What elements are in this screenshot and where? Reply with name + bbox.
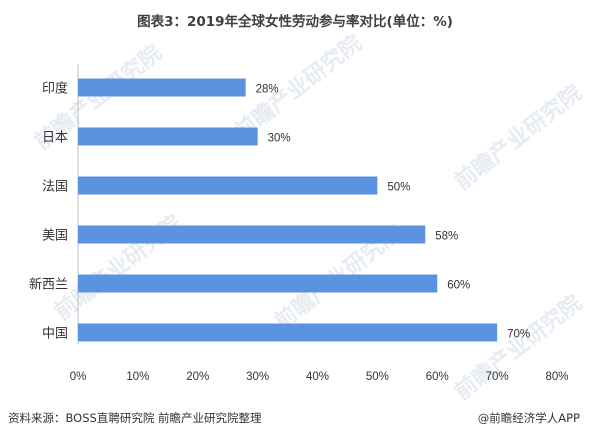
x-tick-label: 60% xyxy=(426,371,449,383)
category-label: 法国 xyxy=(42,180,68,195)
x-tick-label: 30% xyxy=(246,371,269,383)
bar xyxy=(78,176,378,195)
x-tick-label: 50% xyxy=(366,371,389,383)
data-label: 50% xyxy=(387,182,410,194)
category-label: 中国 xyxy=(42,327,68,342)
bar xyxy=(78,127,258,146)
x-tick-label: 0% xyxy=(70,371,87,383)
x-tick-label: 80% xyxy=(545,371,568,383)
x-tick-label: 20% xyxy=(186,371,209,383)
bar xyxy=(78,323,498,342)
data-label: 30% xyxy=(268,133,291,145)
data-label: 70% xyxy=(507,329,530,341)
data-label: 60% xyxy=(447,280,470,292)
brand-label: @前瞻经济学人APP xyxy=(477,411,580,425)
x-tick-label: 40% xyxy=(306,371,329,383)
chart-title: 图表3：2019年全球女性劳动参与率对比(单位：%) xyxy=(137,14,453,30)
data-label: 28% xyxy=(256,84,279,96)
bar xyxy=(78,225,426,244)
bar-chart: 印度 28% 日本 30% 法国 50% 美国 58% 新西兰 60% 中国 70% 0% 10% 20% 3… xyxy=(29,64,569,383)
bar xyxy=(78,78,246,97)
category-label: 美国 xyxy=(42,229,68,244)
category-label: 新西兰 xyxy=(29,277,68,293)
data-label: 58% xyxy=(435,231,458,243)
x-tick-label: 10% xyxy=(126,371,149,383)
bar xyxy=(78,274,438,293)
source-note: 资料来源：BOSS直聘研究院 前瞻产业研究院整理 xyxy=(8,411,262,425)
x-tick-label: 70% xyxy=(486,371,509,383)
category-label: 印度 xyxy=(42,81,68,97)
category-label: 日本 xyxy=(42,131,68,146)
